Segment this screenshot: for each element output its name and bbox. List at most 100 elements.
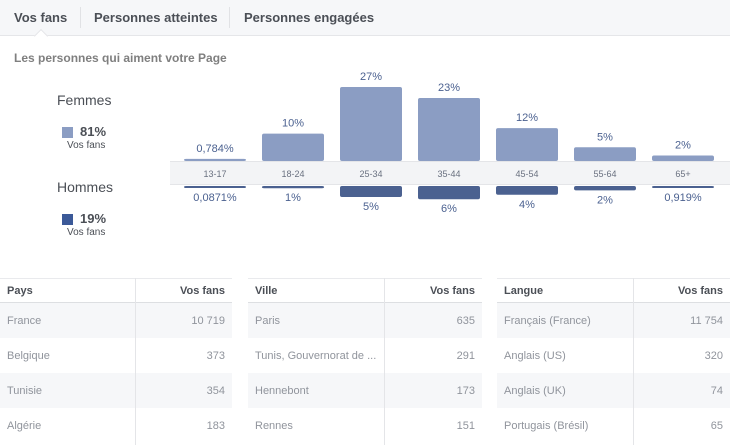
age-tick-45-54: 45-54 bbox=[515, 169, 538, 179]
bar-women-18-24[interactable] bbox=[262, 133, 324, 161]
table-row: Anglais (US) 320 bbox=[497, 338, 730, 373]
bar-women-25-34[interactable] bbox=[340, 87, 402, 161]
table-row: Hennebont 173 bbox=[248, 373, 482, 408]
table-row: Tunisie 354 bbox=[0, 373, 232, 408]
table-header: Langue Vos fans bbox=[497, 278, 730, 303]
table-ville: Ville Vos fans Paris 635 Tunis, Gouverno… bbox=[248, 278, 482, 445]
legend-men-label: Hommes bbox=[57, 179, 114, 195]
tab-vos-fans[interactable]: Vos fans bbox=[14, 10, 68, 25]
table-row: Algérie 183 bbox=[0, 408, 232, 443]
age-tick-13-17: 13-17 bbox=[203, 169, 226, 179]
label-women-25-34: 27% bbox=[360, 71, 382, 83]
row-value: 151 bbox=[456, 419, 475, 432]
label-men-13-17: 0,0871% bbox=[193, 192, 237, 204]
row-value: 74 bbox=[710, 384, 723, 397]
row-name: Anglais (UK) bbox=[504, 384, 566, 397]
row-name: France bbox=[7, 314, 42, 327]
row-name: Rennes bbox=[255, 419, 293, 432]
tab-divider bbox=[80, 7, 81, 28]
label-women-18-24: 10% bbox=[282, 118, 304, 130]
column-header-vos-fans[interactable]: Vos fans bbox=[677, 284, 723, 297]
age-tick-25-34: 25-34 bbox=[359, 169, 382, 179]
label-women-13-17: 0,784% bbox=[196, 143, 234, 155]
legend-men-swatch bbox=[62, 214, 73, 225]
bar-men-45-54[interactable] bbox=[496, 186, 558, 195]
table-row: Belgique 373 bbox=[0, 338, 232, 373]
column-divider bbox=[633, 278, 634, 445]
row-name: Tunis, Gouvernorat de ... bbox=[255, 349, 377, 362]
column-divider bbox=[135, 278, 136, 445]
table-row: Anglais (UK) 74 bbox=[497, 373, 730, 408]
legend-women-sub: Vos fans bbox=[67, 140, 106, 151]
column-divider bbox=[384, 278, 385, 445]
row-value: 65 bbox=[710, 419, 723, 432]
row-value: 173 bbox=[456, 384, 475, 397]
row-name: Belgique bbox=[7, 349, 50, 362]
legend-men-percent: 19% bbox=[80, 211, 107, 226]
column-header-langue[interactable]: Langue bbox=[504, 284, 544, 297]
legend-men-sub: Vos fans bbox=[67, 227, 106, 238]
age-axis-band bbox=[170, 161, 730, 185]
row-value: 354 bbox=[206, 384, 225, 397]
bar-men-65+[interactable] bbox=[652, 186, 714, 189]
label-men-65+: 0,919% bbox=[664, 192, 702, 204]
label-men-45-54: 4% bbox=[519, 199, 535, 211]
bar-men-13-17[interactable] bbox=[184, 186, 246, 188]
row-name: Français (France) bbox=[504, 314, 591, 327]
age-tick-65+: 65+ bbox=[675, 169, 690, 179]
table-langue: Langue Vos fans Français (France) 11 754… bbox=[497, 278, 730, 445]
bar-women-65+[interactable] bbox=[652, 155, 714, 161]
table-row: Portugais (Brésil) 65 bbox=[497, 408, 730, 443]
row-value: 183 bbox=[206, 419, 225, 432]
row-name: Paris bbox=[255, 314, 281, 327]
row-name: Portugais (Brésil) bbox=[504, 419, 589, 432]
bar-women-13-17[interactable] bbox=[184, 158, 246, 161]
column-header-pays[interactable]: Pays bbox=[7, 284, 33, 297]
row-name: Anglais (US) bbox=[504, 349, 566, 362]
bar-men-18-24[interactable] bbox=[262, 186, 324, 189]
age-tick-55-64: 55-64 bbox=[593, 169, 616, 179]
label-women-65+: 2% bbox=[675, 140, 691, 152]
bar-women-45-54[interactable] bbox=[496, 128, 558, 161]
label-women-55-64: 5% bbox=[597, 131, 613, 143]
row-name: Tunisie bbox=[7, 384, 43, 397]
tab-personnes-engagees[interactable]: Personnes engagées bbox=[244, 10, 375, 25]
row-value: 291 bbox=[456, 349, 475, 362]
bar-men-35-44[interactable] bbox=[418, 186, 480, 200]
label-men-18-24: 1% bbox=[285, 192, 301, 204]
legend-women-label: Femmes bbox=[57, 92, 112, 108]
row-value: 320 bbox=[704, 349, 723, 362]
table-row: Tunis, Gouvernorat de ... 291 bbox=[248, 338, 482, 373]
label-men-55-64: 2% bbox=[597, 194, 613, 206]
tab-personnes-atteintes[interactable]: Personnes atteintes bbox=[94, 10, 218, 25]
row-name: Hennebont bbox=[255, 384, 309, 397]
tab-divider bbox=[229, 7, 230, 28]
tab-bar: Vos fans Personnes atteintes Personnes e… bbox=[0, 0, 730, 44]
table-pays: Pays Vos fans France 10 719 Belgique 373… bbox=[0, 278, 232, 445]
label-women-35-44: 23% bbox=[438, 82, 460, 94]
section-title: Les personnes qui aiment votre Page bbox=[14, 51, 227, 65]
bar-men-25-34[interactable] bbox=[340, 186, 402, 197]
age-tick-35-44: 35-44 bbox=[437, 169, 460, 179]
column-header-ville[interactable]: Ville bbox=[255, 284, 278, 297]
label-men-25-34: 5% bbox=[363, 201, 379, 213]
legend-women-percent: 81% bbox=[80, 124, 107, 139]
row-value: 635 bbox=[456, 314, 475, 327]
table-row: Français (France) 11 754 bbox=[497, 303, 730, 338]
label-men-35-44: 6% bbox=[441, 203, 457, 215]
table-row: Paris 635 bbox=[248, 303, 482, 338]
bar-women-55-64[interactable] bbox=[574, 147, 636, 161]
row-value: 373 bbox=[206, 349, 225, 362]
legend-women-swatch bbox=[62, 127, 73, 138]
table-row: Rennes 151 bbox=[248, 408, 482, 443]
table-header: Ville Vos fans bbox=[248, 278, 482, 303]
row-value: 11 754 bbox=[690, 314, 723, 327]
row-value: 10 719 bbox=[191, 314, 225, 327]
age-gender-chart: 0,784% 0,0871% 13-17 10% 1% 18-24 27% 5% 25-34 23… bbox=[184, 71, 714, 215]
column-header-vos-fans[interactable]: Vos fans bbox=[179, 284, 225, 297]
table-header: Pays Vos fans bbox=[0, 278, 232, 303]
column-header-vos-fans[interactable]: Vos fans bbox=[429, 284, 475, 297]
bar-women-35-44[interactable] bbox=[418, 97, 480, 161]
label-women-45-54: 12% bbox=[516, 112, 538, 124]
bar-men-55-64[interactable] bbox=[574, 186, 636, 191]
